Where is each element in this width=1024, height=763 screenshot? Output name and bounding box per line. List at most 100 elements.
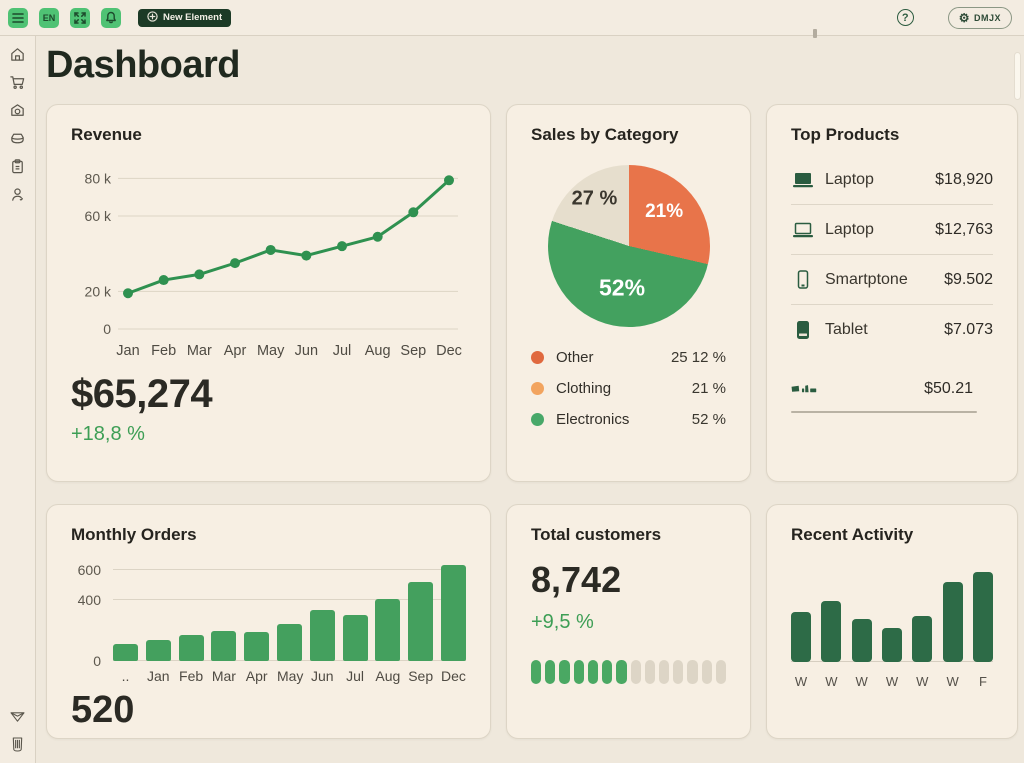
help-button[interactable]: ? — [896, 9, 914, 26]
sales-pie-chart: 21% 52% 27 % — [547, 165, 710, 327]
x-axis-label: Jun — [295, 343, 318, 359]
progress-segment-filled — [602, 660, 613, 684]
product-name: Tablet — [825, 321, 868, 338]
sales-legend: Other 25 12 % Clothing 21 % Electronics 52 % — [531, 349, 726, 428]
sidebar-bottom — [9, 708, 27, 753]
progress-segment-empty — [644, 660, 655, 684]
bars — [113, 561, 466, 661]
product-row: Laptop $12,763 — [791, 205, 993, 255]
bar — [440, 564, 466, 661]
x-axis-label: Aug — [365, 343, 391, 359]
y-axis-label: 0 — [93, 653, 101, 669]
notifications-button[interactable] — [101, 7, 121, 28]
pie-slice-label: 21% — [645, 200, 684, 222]
topbar-right-cluster: ? ⚙ DMJX — [896, 6, 1024, 29]
pie-slice-label: 52% — [598, 274, 646, 301]
pie-slice-label: 27 % — [571, 187, 618, 210]
new-element-button[interactable]: New Element — [138, 8, 232, 27]
language-button[interactable]: EN — [39, 7, 59, 28]
x-axis-label: W — [885, 674, 899, 689]
x-axis-label: May — [276, 668, 304, 684]
product-name: Smartptone — [825, 270, 908, 288]
bar — [211, 631, 237, 661]
x-axis-label: Feb — [179, 668, 204, 684]
bar — [342, 614, 368, 661]
product-price: $9.502 — [944, 270, 993, 288]
bar-chart-plot: 600 400 0 — [78, 561, 466, 669]
expand-button[interactable] — [70, 7, 90, 28]
y-axis-label: 80 k — [85, 170, 112, 186]
cart-icon[interactable] — [9, 73, 27, 91]
footer-price: $50.21 — [924, 380, 973, 397]
legend-item: Clothing 21 % — [531, 380, 726, 397]
total-customers-card: Total customers 8,742 +9,5 % — [506, 504, 751, 739]
topbar-left-cluster: EN New Element — [8, 7, 232, 28]
bar — [244, 632, 270, 661]
bar — [942, 582, 963, 662]
x-axis-label: Feb — [151, 343, 176, 359]
y-axis-label: 60 k — [85, 208, 112, 224]
bar — [375, 598, 401, 661]
x-axis-label: Apr — [245, 668, 268, 684]
revenue-delta: +18,8 % — [71, 423, 145, 445]
bar — [972, 571, 993, 662]
scrollbar-thumb[interactable] — [1014, 52, 1021, 100]
package-icon[interactable] — [9, 129, 27, 147]
laptop-filled-icon — [791, 170, 825, 190]
product-price: $7.073 — [944, 321, 993, 338]
recent-activity-card: Recent Activity W W W W W W F — [766, 504, 1018, 739]
topbar: EN New Element ? ⚙ DMJX — [0, 0, 1024, 38]
x-axis-label: Dec — [436, 343, 462, 359]
x-axis-label: W — [946, 674, 959, 689]
y-axis-label: 20 k — [85, 283, 112, 299]
home-icon[interactable] — [9, 45, 27, 63]
x-axis-label: Aug — [375, 668, 401, 684]
y-axis-label: 0 — [103, 321, 111, 337]
progress-segment-filled — [587, 660, 599, 684]
progress-segment-filled — [616, 660, 627, 684]
progress-segment-filled — [545, 660, 556, 684]
tablet-icon — [791, 319, 825, 341]
progress-segment-filled — [531, 660, 542, 684]
total-customers-title: Total customers — [531, 525, 662, 544]
gridline — [113, 599, 466, 601]
user-icon[interactable] — [9, 185, 27, 203]
sales-by-category-card: Sales by Category 21% 52% 27 % Other 25 12 … — [506, 104, 751, 482]
bar — [881, 627, 902, 662]
dashboard-grid: Revenue 80 k 60 k 20 k 0 Jan Feb Mar Apr May Jun J… — [46, 104, 1018, 739]
clipboard-icon[interactable] — [9, 157, 27, 175]
menu-button[interactable] — [8, 7, 28, 28]
bell-icon — [105, 11, 117, 24]
bar — [309, 610, 335, 661]
x-axis-label: May — [257, 343, 285, 359]
product-list: Laptop $18,920 Laptop $12,763 Smartptone $9.5… — [791, 155, 993, 355]
footer-divider — [791, 411, 977, 413]
x-axis-label: .. — [121, 668, 130, 684]
legend-item: Electronics 52 % — [531, 411, 726, 428]
progress-segment-empty — [701, 660, 712, 684]
legend-label: Electronics — [556, 411, 630, 428]
total-customers-value: 8,742 — [531, 559, 622, 600]
x-axis-label: Apr — [224, 343, 247, 359]
x-axis-label: Mar — [211, 668, 236, 684]
monthly-orders-value: 520 — [71, 689, 135, 731]
progress-segment-filled — [559, 660, 570, 684]
bars — [791, 567, 993, 662]
x-axis-label: W — [916, 674, 929, 689]
sidebar-nav — [9, 45, 27, 203]
legend-value: 25 12 % — [670, 349, 726, 366]
progress-segment-filled — [573, 660, 584, 684]
x-axis-labels: .. Jan Feb Mar Apr May Jun Jul Aug Sep Dec — [113, 668, 466, 684]
account-button[interactable]: ⚙ DMJX — [947, 6, 1012, 29]
trash-icon[interactable] — [9, 735, 27, 753]
tag-icon[interactable] — [9, 708, 27, 726]
legend-item: Other 25 12 % — [531, 349, 726, 366]
x-axis-label: Dec — [441, 668, 466, 684]
store-icon[interactable] — [9, 101, 27, 119]
bar — [145, 639, 171, 661]
product-row: Laptop $18,920 — [791, 155, 993, 205]
bar — [408, 582, 434, 661]
monthly-orders-card: Monthly Orders 600 400 0.. Jan Feb Mar Apr May J… — [46, 504, 491, 739]
